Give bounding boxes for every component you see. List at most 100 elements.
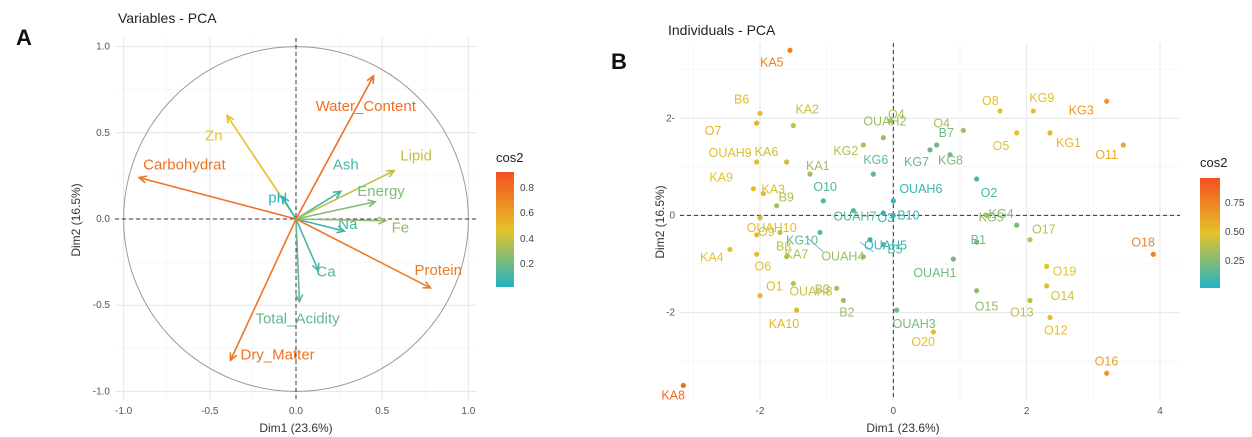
panel-a: A Variables - PCA -1.0 -0.5 0.0 0.5 1.0 1.0 0.… [16,10,534,435]
panel-a-variable-label: Dry_Matter [240,346,314,363]
panel-b-point-label: KA4 [700,250,724,264]
panel-b-point [867,237,873,243]
panel-b-point [890,212,896,219]
panel-b-point [1027,237,1033,243]
panel-b-legend-title: cos2 [1200,155,1227,170]
panel-b-point-label: O17 [1032,223,1056,237]
panel-b-legend-tick: 0.75 [1225,198,1245,209]
panel-a-variable-label: Fe [392,220,410,237]
panel-b-point-label: O1 [766,280,783,294]
panel-a-y-tick-label: 0.0 [96,214,110,225]
panel-b-point [850,207,856,214]
panel-b-point-label: OUAH10 [747,221,797,235]
panel-b-point-label: KG8 [938,154,963,168]
panel-b-point [1047,314,1053,321]
panel-a-y-tick-label: -1.0 [93,386,111,397]
panel-a-title: Variables - PCA [118,10,217,26]
panel-b-point [1044,263,1050,270]
panel-b-point-label: OUAH6 [899,182,942,196]
panel-a-arrow-Dry_Matter [229,218,297,361]
panel-b-point-label: O10 [813,180,837,194]
panel-b-point [860,254,866,260]
panel-b: B Individuals - PCA -2 0 2 4 2- 0 -2 KA5 O8 KG9 KG… [611,22,1245,435]
panel-b-point-label: O19 [1053,264,1077,278]
panel-a-variable-label: Energy [357,183,405,200]
panel-b-point [774,203,780,209]
panel-a-arrowhead-Total_Acidity [294,294,304,304]
panel-a-arrow-Na [295,218,345,232]
panel-a-legend-tick: 0.6 [520,208,534,219]
panel-a-arrowhead-Protein [422,281,433,289]
panel-b-point-label: OUAH1 [913,266,956,280]
panel-a-x-tick-label: -0.5 [201,406,219,417]
panel-b-x-tick-label: -2 [756,406,765,417]
panel-b-point [754,232,760,238]
panel-b-point-label: KA9 [709,171,733,185]
panel-b-point [784,254,790,260]
panel-a-arrow-Total_Acidity [295,218,301,302]
panel-b-label-leader [806,236,824,253]
panel-b-point-label: KG3 [1069,103,1094,117]
panel-b-y-tick-label: 0 [669,210,675,221]
panel-a-arrowhead-Lipid [386,169,396,178]
panel-a-variable-label: Na [338,216,358,233]
panel-b-plot-background [680,43,1180,400]
panel-b-point-label: O3 [877,211,894,225]
panel-b-point-label: KA7 [785,248,809,262]
panel-b-point-label: O13 [1010,305,1034,319]
panel-a-x-tick-label: 0.0 [289,406,303,417]
panel-b-point-label: B9 [779,191,794,205]
panel-b-point [880,241,886,248]
panel-b-title: Individuals - PCA [668,22,776,38]
panel-b-point-label: B6 [734,92,749,106]
panel-b-point [794,307,800,313]
panel-a-arrowhead-Carbohydrat [137,175,148,184]
panel-b-point-label: KG2 [833,144,858,158]
panel-b-label: B [611,49,627,74]
panel-b-legend-tick: 0.50 [1225,227,1245,238]
panel-a-arrowhead-Dry_Matter [229,352,238,363]
panel-b-point [750,186,756,192]
panel-b-point-label: OUAH3 [893,317,936,331]
panel-b-point [930,329,936,335]
panel-b-point [1120,142,1126,148]
panel-b-point-label: O5 [993,139,1010,153]
panel-a-variable-label: Water_Content [316,98,417,115]
panel-a-arrowhead-Ash [332,190,343,199]
panel-b-point [870,171,876,177]
panel-b-point [820,198,826,204]
panel-b-point [1044,283,1050,289]
panel-b-point-label: KA10 [769,317,800,331]
panel-a-legend-colorbar [496,172,514,287]
panel-b-point [887,118,893,124]
panel-b-point [1030,108,1036,114]
panel-a-arrow-Water_Content [295,75,375,220]
panel-b-x-tick-label: 0 [891,406,897,417]
panel-b-point-label: B5 [887,243,902,257]
panel-b-point [754,120,760,126]
panel-a-variable-label: Total_Acidity [255,311,340,328]
panel-b-point-label: O15 [975,300,999,314]
panel-b-point [787,47,793,53]
panel-b-point [807,171,813,177]
panel-a-label: A [16,25,32,50]
panel-a-arrowhead-Ca [311,262,320,273]
panel-b-point [680,382,686,389]
panel-b-point [880,210,886,216]
panel-b-point-label: O11 [1095,148,1118,162]
panel-a-legend-title: cos2 [496,150,523,165]
panel-b-point-label: KA5 [760,55,784,69]
panel-b-point-label: O14 [1051,289,1075,303]
panel-b-point [790,122,796,129]
panel-a-variable-label: Lipid [400,148,432,165]
panel-b-point-label: O9 [758,225,775,239]
panel-a-arrow-Ca [295,218,320,272]
panel-a-x-axis-title: Dim1 (23.6%) [259,421,332,435]
panel-b-x-tick-label: 4 [1157,406,1163,417]
panel-b-point-label: O20 [911,335,935,349]
panel-b-point [757,110,763,117]
panel-b-point [784,159,790,165]
panel-b-point-label: B7 [939,126,954,140]
panel-b-point-label: O16 [1095,354,1119,368]
panel-a-variable-label: Ca [316,264,336,281]
